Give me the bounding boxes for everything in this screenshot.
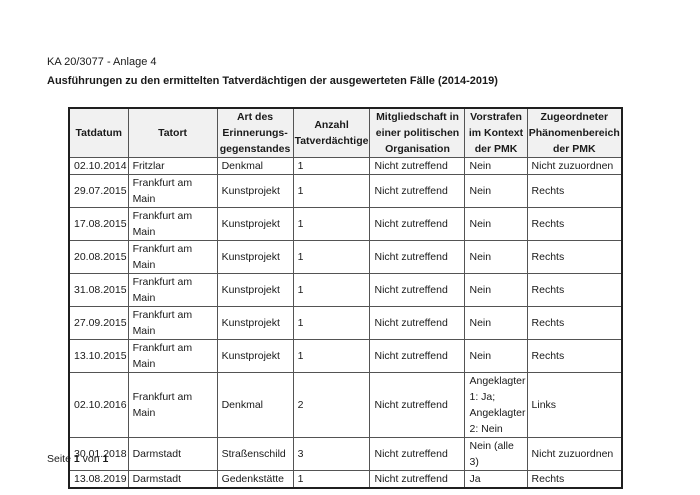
table-cell: 1 xyxy=(292,240,371,274)
table-cell: 1 xyxy=(292,470,371,489)
table-cell: Rechts xyxy=(526,306,623,340)
table-row: 31.08.2015 Frankfurt am Main Kunstprojekt 1… xyxy=(68,273,623,307)
table-row: 13.10.2015 Frankfurt am Main Kunstprojekt 1… xyxy=(68,339,623,373)
table-cell: 2 xyxy=(292,372,371,438)
table-cell: Nicht zutreffend xyxy=(369,174,466,208)
table-cell: Nein xyxy=(464,306,528,340)
table-cell: 31.08.2015 xyxy=(68,273,129,307)
table-cell: 1 xyxy=(292,157,371,175)
table-cell: Nein xyxy=(464,207,528,241)
table-cell: 1 xyxy=(292,306,371,340)
table-cell: Darmstadt xyxy=(127,470,218,489)
table-cell: Links xyxy=(526,372,623,438)
table-cell: Nein xyxy=(464,339,528,373)
table-cell: 3 xyxy=(292,437,371,471)
table-row: 27.09.2015 Frankfurt am Main Kunstprojekt 1… xyxy=(68,306,623,340)
table-cell: Nicht zutreffend xyxy=(369,240,466,274)
document-reference: KA 20/3077 - Anlage 4 xyxy=(47,56,157,68)
column-header-tatort: Tatort xyxy=(127,107,218,158)
table-cell: Nicht zutreffend xyxy=(369,437,466,471)
table-cell: Kunstprojekt xyxy=(216,339,294,373)
table-cell: 1 xyxy=(292,273,371,307)
page-title: Ausführungen zu den ermittelten Tatverdä… xyxy=(47,75,498,87)
table-cell: Frankfurt am Main xyxy=(127,174,218,208)
table-cell: Rechts xyxy=(526,470,623,489)
table-cell: Nein (alle 3) xyxy=(464,437,528,471)
table-cell: Nicht zutreffend xyxy=(369,470,466,489)
table-cell: Fritzlar xyxy=(127,157,218,175)
table-cell: Gedenkstätte xyxy=(216,470,294,489)
column-header-art: Art des Erinnerungs- gegenstandes xyxy=(216,107,294,158)
cases-table: Tatdatum Tatort Art des Erinnerungs- geg… xyxy=(68,107,624,489)
table-cell: Kunstprojekt xyxy=(216,240,294,274)
table-cell: Nein xyxy=(464,240,528,274)
table-cell: Kunstprojekt xyxy=(216,273,294,307)
table-cell: Denkmal xyxy=(216,372,294,438)
table-cell: 02.10.2014 xyxy=(68,157,129,175)
table-row: 29.07.2015 Frankfurt am Main Kunstprojekt 1… xyxy=(68,174,623,208)
page-number: 1 xyxy=(73,453,80,465)
table-cell: Frankfurt am Main xyxy=(127,372,218,438)
table-cell: 13.08.2019 xyxy=(68,470,129,489)
table-cell: Ja xyxy=(464,470,528,489)
table-cell: Nicht zuzuordnen xyxy=(526,157,623,175)
table-cell: Nicht zutreffend xyxy=(369,306,466,340)
table-cell: Frankfurt am Main xyxy=(127,273,218,307)
table-cell: Frankfurt am Main xyxy=(127,240,218,274)
table-cell: Rechts xyxy=(526,207,623,241)
column-header-phaenomenbereich: Zugeordneter Phänomenbereich der PMK xyxy=(526,107,623,158)
table-cell: Frankfurt am Main xyxy=(127,306,218,340)
table-cell: 13.10.2015 xyxy=(68,339,129,373)
footer-label: Seite xyxy=(47,453,71,465)
table-body: 02.10.2014 Fritzlar Denkmal 1 Nicht zutreffe… xyxy=(68,157,623,489)
table-cell: Straßenschild xyxy=(216,437,294,471)
table-cell: Angeklagter 1: Ja; Angeklagter 2: Nein xyxy=(464,372,528,438)
table-row: 02.10.2014 Fritzlar Denkmal 1 Nicht zutreffe… xyxy=(68,157,623,175)
table-cell: Nicht zutreffend xyxy=(369,157,466,175)
page-total: 1 xyxy=(102,453,109,465)
table-cell: 27.09.2015 xyxy=(68,306,129,340)
table-cell: Kunstprojekt xyxy=(216,207,294,241)
table-cell: Nicht zuzuordnen xyxy=(526,437,623,471)
table-cell: Nicht zutreffend xyxy=(369,372,466,438)
table-cell: 17.08.2015 xyxy=(68,207,129,241)
table-cell: 1 xyxy=(292,339,371,373)
page-footer: Seite 1 von 1 xyxy=(47,453,108,465)
footer-separator: von xyxy=(82,453,100,465)
table-cell: Nein xyxy=(464,273,528,307)
table-cell: Frankfurt am Main xyxy=(127,339,218,373)
table-header-row: Tatdatum Tatort Art des Erinnerungs- geg… xyxy=(68,107,623,158)
table-cell: Rechts xyxy=(526,339,623,373)
table-cell: 1 xyxy=(292,174,371,208)
table-cell: Nein xyxy=(464,157,528,175)
table-cell: Nicht zutreffend xyxy=(369,273,466,307)
column-header-mitgliedschaft: Mitgliedschaft in einer politischen Orga… xyxy=(369,107,466,158)
table-row: 30.01.2018 Darmstadt Straßenschild 3 Nicht z… xyxy=(68,437,623,471)
table-cell: Darmstadt xyxy=(127,437,218,471)
table-row: 17.08.2015 Frankfurt am Main Kunstprojekt 1… xyxy=(68,207,623,241)
table-cell: Frankfurt am Main xyxy=(127,207,218,241)
table-cell: Rechts xyxy=(526,273,623,307)
table-cell: 29.07.2015 xyxy=(68,174,129,208)
table-cell: 1 xyxy=(292,207,371,241)
table-cell: Rechts xyxy=(526,174,623,208)
table-cell: Kunstprojekt xyxy=(216,306,294,340)
column-header-vorstrafen: Vorstrafen im Kontext der PMK xyxy=(464,107,528,158)
table-row: 13.08.2019 Darmstadt Gedenkstätte 1 Nicht zu… xyxy=(68,470,623,489)
table-cell: 02.10.2016 xyxy=(68,372,129,438)
table-row: 02.10.2016 Frankfurt am Main Denkmal 2 Nicht… xyxy=(68,372,623,438)
table-cell: 30.01.2018 xyxy=(68,437,129,471)
table-cell: Rechts xyxy=(526,240,623,274)
table-cell: Nein xyxy=(464,174,528,208)
table-cell: 20.08.2015 xyxy=(68,240,129,274)
table-cell: Denkmal xyxy=(216,157,294,175)
table-cell: Nicht zutreffend xyxy=(369,207,466,241)
table-row: 20.08.2015 Frankfurt am Main Kunstprojekt 1… xyxy=(68,240,623,274)
table-cell: Nicht zutreffend xyxy=(369,339,466,373)
table-cell: Kunstprojekt xyxy=(216,174,294,208)
column-header-anzahl: Anzahl Tatverdächtige xyxy=(292,107,371,158)
column-header-tatdatum: Tatdatum xyxy=(68,107,129,158)
